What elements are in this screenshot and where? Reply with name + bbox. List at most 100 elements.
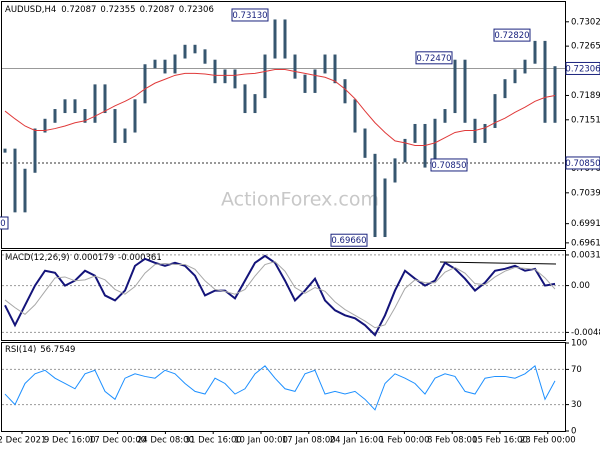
price-bar bbox=[173, 54, 177, 74]
price-bar bbox=[543, 40, 547, 123]
y-tick-label: 100 bbox=[571, 339, 587, 349]
price-bar bbox=[63, 99, 67, 114]
price-bar bbox=[223, 69, 227, 84]
x-tick-label: 10 Jan 00:00 bbox=[234, 436, 288, 446]
x-tick-label: 17 Jan 08:00 bbox=[282, 436, 336, 446]
x-tick-label: 23 Feb 00:00 bbox=[520, 436, 576, 446]
price-bar bbox=[73, 99, 77, 114]
price-bar bbox=[383, 178, 387, 238]
x-tick-label: 15 Feb 16:00 bbox=[472, 436, 528, 446]
price-bar bbox=[443, 109, 447, 123]
price-bar bbox=[403, 138, 407, 163]
price-bar bbox=[483, 123, 487, 143]
indicator-line bbox=[4, 365, 556, 411]
y-tick-label: 0.69915 bbox=[571, 219, 600, 229]
price-bar bbox=[533, 40, 537, 64]
price-bar bbox=[503, 79, 507, 99]
price-bar bbox=[43, 118, 47, 133]
price-bar bbox=[333, 54, 337, 84]
price-bar bbox=[23, 168, 27, 213]
price-bar bbox=[463, 59, 467, 123]
price-bar bbox=[273, 19, 277, 59]
price-annotation: 0.73130 bbox=[232, 11, 267, 21]
x-tick-label: 24 Jan 16:00 bbox=[330, 436, 384, 446]
x-tick-label: 8 Feb 08:00 bbox=[427, 436, 477, 446]
price-bar bbox=[553, 66, 557, 123]
price-bar bbox=[193, 44, 197, 54]
price-header: AUDUSD,H4 0.72087 0.72355 0.72087 0.72306 bbox=[5, 5, 214, 15]
price-bar bbox=[313, 69, 317, 93]
price-bar bbox=[353, 99, 357, 133]
open: 0.72087 bbox=[61, 5, 96, 15]
price-bar bbox=[3, 148, 7, 153]
price-bar bbox=[413, 123, 417, 143]
price-annotation-box bbox=[330, 233, 368, 247]
macd-header: MACD(12,26,9) 0.000179 -0.000361 bbox=[5, 253, 162, 263]
price-panel-frame bbox=[1, 1, 566, 249]
price-bar bbox=[513, 69, 517, 84]
edge-label-box bbox=[0, 216, 9, 230]
indicator-line bbox=[4, 261, 556, 329]
y-tick-label: 0.69619 bbox=[571, 238, 600, 248]
rsi-panel-frame bbox=[1, 342, 566, 432]
price-annotation-box bbox=[415, 51, 453, 65]
price-bar bbox=[343, 79, 347, 104]
price-annotation: 0.72820 bbox=[494, 31, 529, 41]
x-tick-label: 17 Dec 00:00 bbox=[89, 436, 146, 446]
x-tick-label: 31 Dec 16:00 bbox=[185, 436, 242, 446]
price-bar bbox=[163, 59, 167, 74]
low: 0.72087 bbox=[140, 5, 175, 15]
support-annotation-box bbox=[430, 158, 468, 172]
price-bar bbox=[253, 94, 257, 114]
indicator-line bbox=[4, 254, 556, 337]
trend-line bbox=[439, 261, 557, 265]
price-bar bbox=[183, 44, 187, 59]
macd-reading: 0.000179 bbox=[74, 253, 115, 263]
x-tick-label: 1 Feb 00:00 bbox=[379, 436, 429, 446]
support-annotation: 0.70850 bbox=[431, 161, 466, 171]
price-bar bbox=[303, 74, 307, 93]
price-bar bbox=[83, 109, 87, 123]
y-tick-label: 70 bbox=[571, 365, 582, 375]
price-bar bbox=[293, 54, 297, 79]
x-tick-label: 9 Dec 16:00 bbox=[44, 436, 96, 446]
price-bar bbox=[143, 64, 147, 104]
rsi-reading: 56.7549 bbox=[40, 345, 75, 355]
x-tick-label: 24 Dec 08:00 bbox=[137, 436, 194, 446]
y-tick-label: -0.004887 bbox=[571, 328, 600, 338]
moving-average bbox=[4, 69, 556, 146]
macd-title: MACD(12,26,9) bbox=[5, 253, 70, 263]
price-bar bbox=[153, 59, 157, 69]
support-price-tag-box bbox=[565, 156, 600, 170]
price-bar bbox=[523, 59, 527, 74]
price-bar bbox=[363, 128, 367, 158]
rsi-title: RSI(14) bbox=[5, 345, 36, 355]
price-bar bbox=[323, 54, 327, 74]
price-bar bbox=[283, 19, 287, 59]
price-bar bbox=[493, 94, 497, 128]
price-annotation: 0.72470 bbox=[416, 54, 451, 64]
watermark: ActionForex.com bbox=[221, 189, 379, 211]
price-bar bbox=[133, 99, 137, 133]
edge-label: 0 bbox=[0, 219, 5, 229]
price-bar bbox=[213, 59, 217, 84]
y-tick-label: 0 bbox=[571, 427, 576, 437]
price-bar bbox=[13, 148, 17, 213]
x-tick-label: 2 Dec 2021 bbox=[0, 436, 46, 446]
price-bar bbox=[243, 84, 247, 114]
support-price-tag: 0.70850 bbox=[565, 159, 600, 169]
price-annotation-box bbox=[493, 28, 531, 42]
price-bar bbox=[203, 49, 207, 64]
price-bar bbox=[113, 109, 117, 143]
price-bar bbox=[453, 59, 457, 114]
macd-panel-frame bbox=[1, 250, 566, 341]
price-bar bbox=[93, 84, 97, 123]
price-bar bbox=[53, 109, 57, 123]
y-tick-label: 0.003199 bbox=[571, 250, 600, 260]
y-tick-label: 0.73025 bbox=[571, 17, 600, 27]
price-bar bbox=[33, 128, 37, 173]
y-tick-label: 30 bbox=[571, 400, 582, 410]
